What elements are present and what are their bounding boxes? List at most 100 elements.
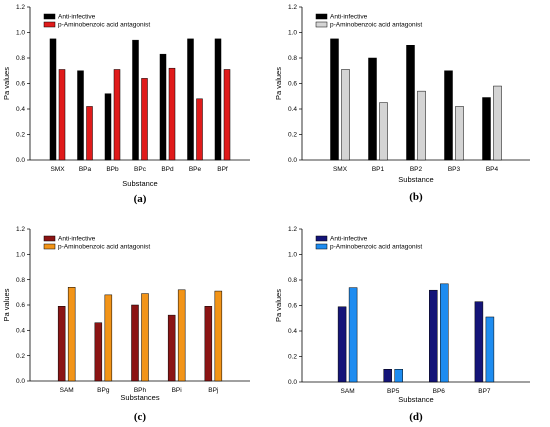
panel-label: (b) xyxy=(409,191,423,203)
y-tick-label: 1.0 xyxy=(288,252,297,259)
x-axis-label: Substance xyxy=(122,179,157,188)
legend-label: p-Aminobenzoic acid antagonist xyxy=(58,22,150,29)
legend-swatch xyxy=(315,243,328,250)
legend-swatch xyxy=(43,13,56,20)
x-tick-label: SAM xyxy=(60,387,74,394)
y-axis-label: Pa values xyxy=(274,289,283,322)
y-tick-label: 0.0 xyxy=(288,157,297,164)
bar-bp2-series-2 xyxy=(417,90,426,161)
bar-bpf-series-2 xyxy=(223,69,231,161)
bar-sam-series-2 xyxy=(67,287,76,382)
x-tick-label: BPc xyxy=(134,166,147,173)
legend-swatch xyxy=(315,13,328,20)
bar-bp7-series-2 xyxy=(485,316,495,383)
y-tick-label: 1.0 xyxy=(16,30,25,37)
bar-bp2-series-1 xyxy=(406,45,415,161)
y-tick-label: 0.6 xyxy=(288,81,297,88)
bar-bpc-series-1 xyxy=(132,39,139,161)
legend-label: p-Aminobenzoic acid antagonist xyxy=(330,22,422,29)
legend-swatch xyxy=(315,21,328,28)
legend-swatch xyxy=(315,235,328,242)
y-tick-label: 1.2 xyxy=(16,226,25,233)
y-tick-label: 0.0 xyxy=(16,378,25,385)
bar-bp5-series-2 xyxy=(394,369,403,383)
x-tick-label: BPi xyxy=(172,387,182,394)
bar-bph-series-2 xyxy=(141,293,149,382)
panel-d: 0.0 0.2 0.4 0.6 0.8 1.0 1.2 SAM BP5 BP6 BP7 Pa valu… xyxy=(274,226,530,423)
legend-label: Anti-infective xyxy=(58,14,96,21)
panel-label: (a) xyxy=(134,193,147,205)
bar-bpg-series-1 xyxy=(94,322,103,382)
y-tick-label: 0.2 xyxy=(16,132,25,139)
bar-bpd-series-1 xyxy=(159,53,167,161)
x-axis-label: Substances xyxy=(120,393,159,402)
y-tick-label: 0.8 xyxy=(16,55,25,62)
bar-bp6-series-2 xyxy=(440,283,449,383)
y-tick-label: 0.6 xyxy=(16,302,25,309)
bar-bp3-series-1 xyxy=(444,70,453,161)
bar-smx-series-1 xyxy=(49,38,57,161)
x-tick-label: SMX xyxy=(50,166,65,173)
panel-c: 0.0 0.2 0.4 0.6 0.8 1.0 1.2 SAM BPg BPh BPi BPj Pa v… xyxy=(2,226,250,423)
bar-bpj-series-2 xyxy=(214,290,223,382)
bar-bpi-series-1 xyxy=(167,314,176,382)
x-tick-label: BPd xyxy=(161,166,174,173)
bar-smx-series-2 xyxy=(341,69,350,161)
legend-swatch xyxy=(43,243,56,250)
y-tick-label: 0.2 xyxy=(288,132,297,139)
x-tick-label: BPj xyxy=(208,387,218,394)
y-tick-label: 1.0 xyxy=(16,252,25,259)
y-tick-label: 0.0 xyxy=(16,157,25,164)
y-axis-label: Pa values xyxy=(274,67,283,100)
bar-smx-series-2 xyxy=(58,69,66,161)
y-tick-label: 0.6 xyxy=(16,81,25,88)
y-tick-label: 0.6 xyxy=(288,303,297,310)
bar-bp5-series-1 xyxy=(383,369,392,383)
y-tick-label: 1.0 xyxy=(288,30,297,37)
y-tick-label: 1.2 xyxy=(16,4,25,11)
bar-bpa-series-1 xyxy=(77,70,84,161)
bar-bpi-series-2 xyxy=(177,289,186,382)
panel-label: (d) xyxy=(409,411,423,423)
bar-bp4-series-1 xyxy=(482,97,491,161)
bar-bp1-series-2 xyxy=(379,102,388,161)
y-tick-label: 0.8 xyxy=(288,55,297,62)
x-tick-label: BP4 xyxy=(486,166,499,173)
bar-bp7-series-1 xyxy=(474,301,484,383)
legend-label: p-Aminobenzoic acid antagonist xyxy=(58,244,150,251)
x-axis-label: Substance xyxy=(398,395,433,404)
bar-sam-series-2 xyxy=(348,287,358,383)
bar-bpj-series-1 xyxy=(204,306,213,382)
bar-sam-series-1 xyxy=(337,306,347,383)
bar-bpg-series-2 xyxy=(104,294,113,382)
bar-bpe-series-1 xyxy=(187,38,194,161)
y-tick-label: 0.4 xyxy=(16,106,25,113)
y-axis-label: Pa values xyxy=(2,288,11,321)
x-tick-label: BPa xyxy=(79,166,92,173)
legend-label: Anti-infective xyxy=(330,14,368,21)
x-tick-label: BPf xyxy=(217,166,228,173)
bar-sam-series-1 xyxy=(57,306,66,382)
bar-bpd-series-2 xyxy=(168,67,176,161)
bar-smx-series-1 xyxy=(330,38,339,161)
bar-bpa-series-2 xyxy=(86,106,93,161)
x-tick-label: BP3 xyxy=(448,166,461,173)
x-tick-label: BPg xyxy=(97,387,110,394)
panel-label: (c) xyxy=(134,411,147,423)
x-axis-label: Substance xyxy=(398,175,433,184)
x-tick-label: BPb xyxy=(106,166,119,173)
panel-b: 0.0 0.2 0.4 0.6 0.8 1.0 1.2 SMX BP1 BP2 BP3 BP4 Pa v… xyxy=(274,4,530,203)
legend-label: p-Aminobenzoic acid antagonist xyxy=(330,244,422,251)
x-tick-label: BPe xyxy=(189,166,202,173)
x-tick-label: BP5 xyxy=(387,388,400,395)
x-tick-label: BP7 xyxy=(478,388,491,395)
legend-swatch xyxy=(43,21,56,28)
legend-label: Anti-infective xyxy=(58,236,96,243)
bar-bpf-series-1 xyxy=(214,38,222,161)
y-axis-label: Pa values xyxy=(2,67,11,100)
x-tick-label: SMX xyxy=(333,166,348,173)
legend-label: Anti-infective xyxy=(330,236,368,243)
bar-bpe-series-2 xyxy=(196,98,203,161)
bar-bpb-series-1 xyxy=(104,93,112,161)
